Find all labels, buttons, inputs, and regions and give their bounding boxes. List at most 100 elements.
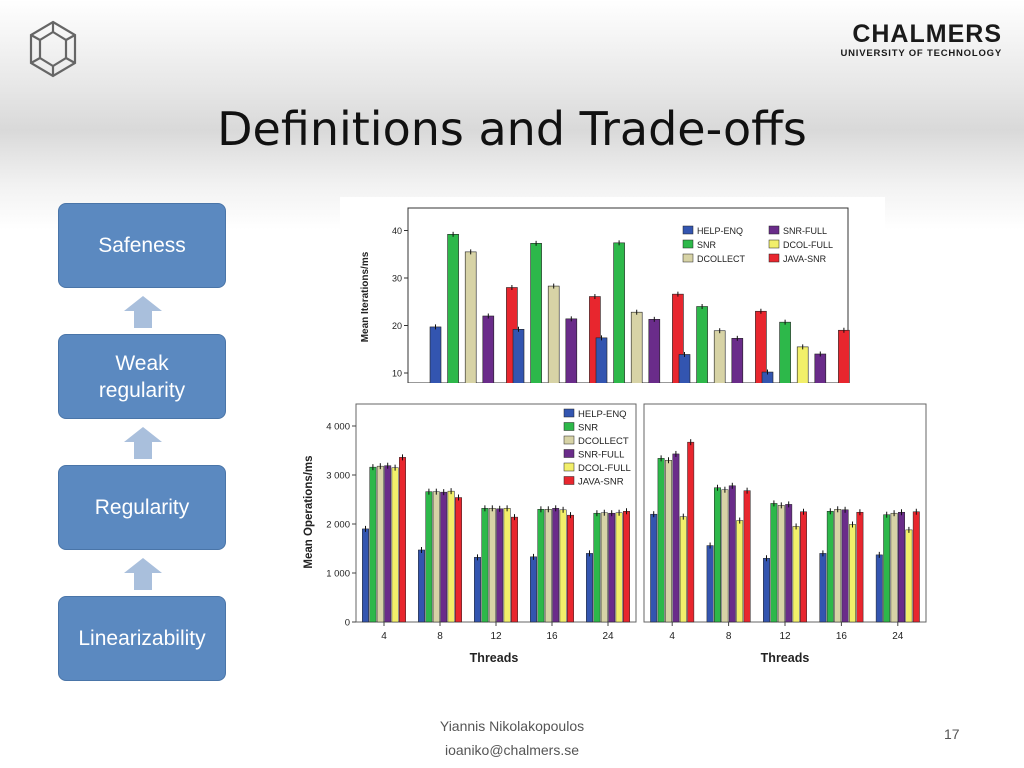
bar	[384, 465, 392, 623]
legend-label: JAVA-SNR	[578, 477, 624, 488]
bar	[834, 509, 842, 623]
bar	[595, 337, 608, 383]
legend-label: DCOLLECT	[578, 436, 629, 447]
brand-name: CHALMERS	[852, 20, 1002, 48]
up-arrow-icon	[124, 427, 162, 459]
flow-box-regularity: Regularity	[58, 465, 226, 550]
bar	[721, 489, 729, 623]
legend-label: DCOL-FULL	[578, 463, 631, 474]
bar	[826, 511, 834, 623]
bar	[665, 460, 672, 623]
bar	[464, 251, 477, 383]
bar	[399, 457, 406, 623]
bar	[552, 508, 560, 623]
x-tick-label: 24	[602, 631, 614, 642]
x-tick-label: 12	[779, 631, 791, 642]
bar	[482, 315, 495, 383]
x-tick-label: 8	[437, 631, 443, 642]
bar	[511, 516, 518, 623]
bar	[819, 553, 827, 623]
y-tick-label: 40	[392, 226, 402, 236]
bar	[728, 485, 736, 623]
y-tick-label: 10	[392, 369, 402, 379]
bar	[559, 509, 567, 623]
legend-swatch	[563, 449, 575, 458]
bar	[678, 354, 691, 383]
chalmers-emblem-icon	[29, 20, 77, 78]
bar	[432, 491, 440, 623]
y-tick-label: 3 000	[326, 471, 350, 482]
bar	[713, 330, 726, 383]
bar	[567, 514, 574, 623]
bar	[650, 513, 658, 623]
up-arrow-icon	[124, 296, 162, 328]
legend-swatch	[563, 408, 575, 418]
x-tick-label: 4	[381, 631, 387, 642]
bar	[608, 512, 616, 623]
bar	[530, 556, 537, 623]
legend-swatch	[682, 225, 694, 235]
bar	[440, 491, 448, 623]
bar	[615, 512, 623, 623]
bar	[425, 491, 433, 623]
x-tick-label: 16	[836, 631, 848, 642]
flow-box-weak-regularity: Weak regularity	[58, 334, 226, 419]
operations-chart-left: Mean Operations/ms Threads 0 1 000 2 000 3 …	[298, 400, 640, 668]
author-name: Yiannis Nikolakopoulos	[439, 718, 585, 734]
flow-box-linearizability: Linearizability	[58, 596, 226, 681]
plot-area	[407, 207, 849, 383]
bar	[547, 285, 560, 383]
legend-label: SNR	[578, 423, 598, 434]
bar	[706, 545, 714, 623]
bar	[849, 524, 856, 623]
bar	[679, 516, 687, 623]
bar	[565, 318, 578, 383]
bar	[362, 528, 369, 623]
bar	[883, 514, 891, 623]
y-axis-label: Mean Operations/ms	[303, 455, 315, 568]
bar	[503, 508, 511, 623]
bar	[369, 466, 377, 623]
legend-swatch	[768, 253, 780, 263]
y-tick-label: 30	[392, 274, 402, 284]
bar	[544, 509, 552, 623]
bar	[391, 467, 399, 623]
bar	[630, 311, 643, 383]
bar	[429, 326, 442, 383]
bar	[447, 233, 459, 383]
bar	[800, 511, 807, 623]
bar	[672, 453, 680, 623]
bar	[770, 503, 778, 623]
legend-label: HELP-ENQ	[578, 409, 627, 420]
legend-label: SNR-FULL	[783, 226, 827, 236]
bar	[455, 497, 462, 623]
author-email: ioaniko@chalmers.se	[444, 742, 580, 758]
bar	[613, 242, 625, 383]
bar	[623, 511, 630, 623]
bar	[763, 558, 770, 623]
bar	[912, 511, 920, 623]
bar	[785, 504, 793, 623]
bar	[648, 319, 661, 383]
bar	[796, 346, 809, 383]
legend-label: SNR	[697, 240, 717, 250]
bar	[905, 529, 913, 623]
bar	[875, 554, 883, 623]
legend-swatch	[768, 239, 780, 249]
y-tick-label: 4 000	[326, 422, 350, 433]
bar	[696, 306, 708, 383]
x-tick-label: 8	[726, 631, 732, 642]
bar	[814, 353, 827, 383]
flow-label: Linearizability	[78, 627, 206, 650]
bar	[838, 329, 850, 383]
bar	[687, 441, 695, 623]
bar	[792, 526, 800, 623]
operations-chart-right: Threads 4 8 12 16 24	[640, 400, 930, 668]
bar	[376, 465, 384, 623]
bar	[743, 490, 751, 623]
bar	[736, 520, 744, 623]
bar	[657, 458, 665, 623]
flow-label: Safeness	[98, 234, 186, 257]
brand-logo: CHALMERS UNIVERSITY OF TECHNOLOGY	[840, 20, 1002, 59]
bar	[593, 512, 601, 623]
